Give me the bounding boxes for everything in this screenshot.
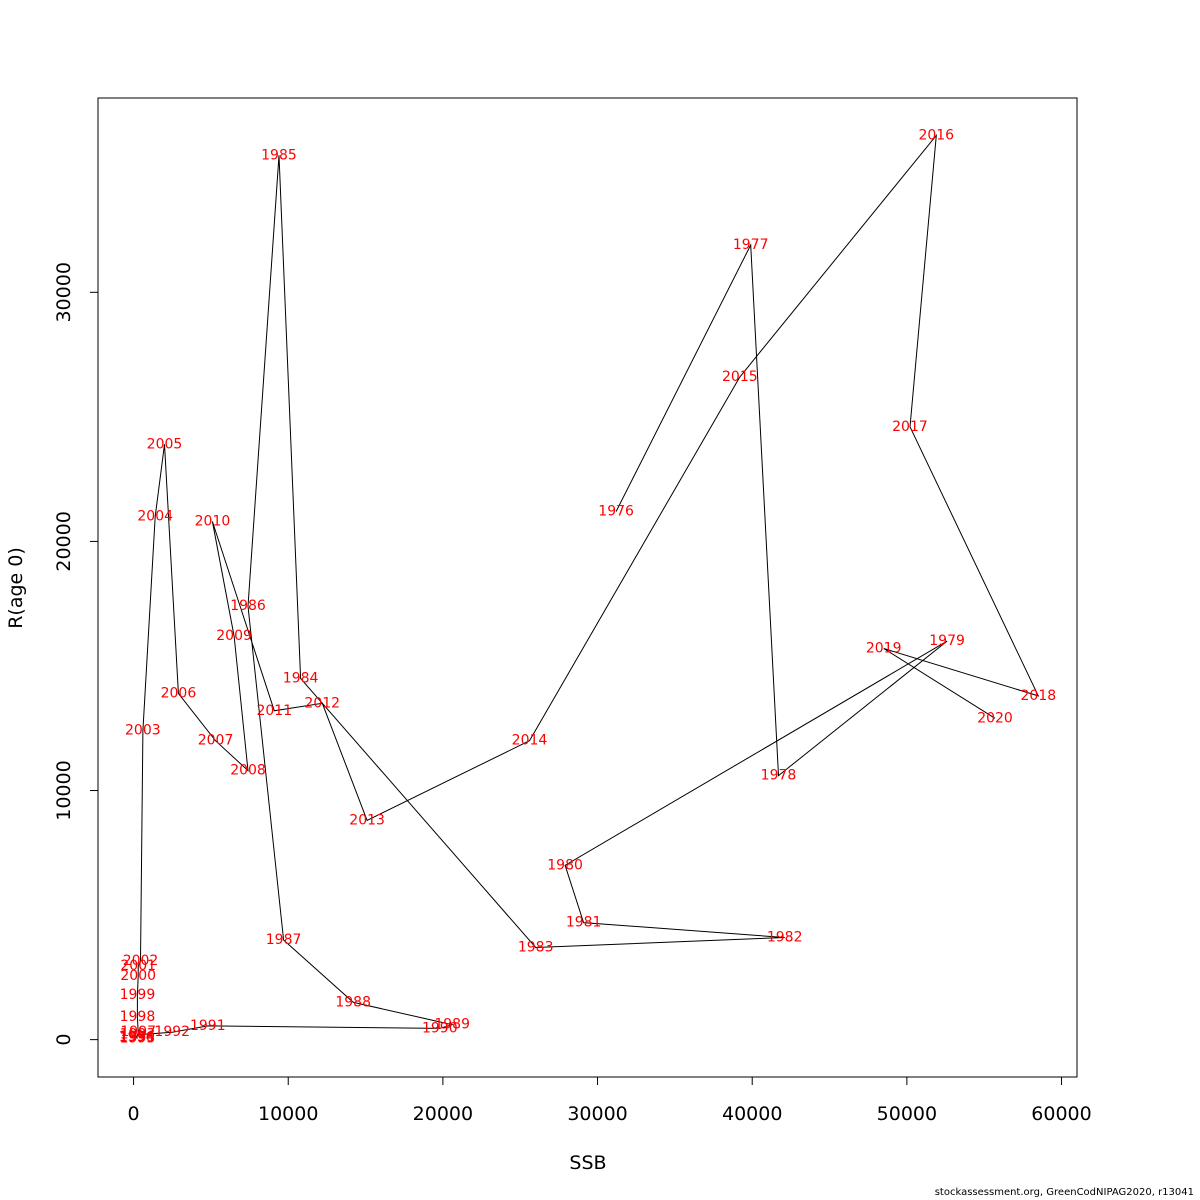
point-label-1987: 1987 xyxy=(266,932,302,948)
point-label-2001: 2001 xyxy=(120,958,156,974)
point-label-1988: 1988 xyxy=(335,994,371,1010)
point-label-1976: 1976 xyxy=(598,504,634,520)
point-label-1996: 1996 xyxy=(119,1030,155,1046)
y-axis-label: R(age 0) xyxy=(5,547,27,629)
point-label-2005: 2005 xyxy=(147,436,183,452)
point-label-1989: 1989 xyxy=(434,1017,470,1033)
point-label-2003: 2003 xyxy=(125,723,161,739)
x-tick-label: 30000 xyxy=(567,1103,627,1125)
point-label-2016: 2016 xyxy=(918,127,954,143)
point-label-1978: 1978 xyxy=(761,768,797,784)
point-label-2007: 2007 xyxy=(198,733,234,749)
point-label-1980: 1980 xyxy=(547,857,583,873)
point-label-2017: 2017 xyxy=(892,419,928,435)
point-label-2002: 2002 xyxy=(123,953,159,969)
point-label-2018: 2018 xyxy=(1021,688,1057,704)
footer-credit: stockassessment.org, GreenCodNIPAG2020, … xyxy=(934,1187,1194,1198)
point-label-1991: 1991 xyxy=(190,1018,226,1034)
point-label-1981: 1981 xyxy=(566,915,602,931)
point-label-1990: 1990 xyxy=(422,1020,458,1036)
y-axis: 0 10000 20000 30000 xyxy=(53,262,99,1046)
point-label-1998: 1998 xyxy=(120,1009,156,1025)
point-label-1983: 1983 xyxy=(518,939,554,955)
y-tick-label: 10000 xyxy=(53,760,75,820)
point-label-2009: 2009 xyxy=(216,628,252,644)
point-label-2015: 2015 xyxy=(722,369,758,385)
point-label-2000: 2000 xyxy=(120,968,156,984)
point-label-1977: 1977 xyxy=(733,237,769,253)
point-label-2014: 2014 xyxy=(512,733,548,749)
point-label-1992: 1992 xyxy=(154,1024,190,1040)
point-label-2011: 2011 xyxy=(256,703,292,719)
point-label-2020: 2020 xyxy=(977,710,1013,726)
point-label-1994: 1994 xyxy=(119,1029,155,1045)
y-tick-label: 30000 xyxy=(53,262,75,322)
point-label-1982: 1982 xyxy=(767,929,803,945)
point-label-1997: 1997 xyxy=(120,1024,156,1040)
point-label-2012: 2012 xyxy=(304,695,340,711)
point-label-2019: 2019 xyxy=(866,641,902,657)
point-label-1999: 1999 xyxy=(120,987,156,1003)
point-label-1986: 1986 xyxy=(230,598,266,614)
x-axis: 0 10000 20000 30000 40000 50000 60000 xyxy=(128,1076,1092,1125)
x-tick-label: 60000 xyxy=(1031,1103,1091,1125)
trajectory-line xyxy=(136,133,1040,1039)
x-tick-label: 40000 xyxy=(722,1103,782,1125)
x-tick-label: 0 xyxy=(128,1103,140,1125)
point-label-2006: 2006 xyxy=(161,685,197,701)
point-label-1993: 1993 xyxy=(120,1027,156,1043)
point-label-1979: 1979 xyxy=(929,633,965,649)
x-tick-label: 10000 xyxy=(258,1103,318,1125)
y-tick-label: 20000 xyxy=(53,511,75,571)
x-tick-label: 50000 xyxy=(877,1103,937,1125)
point-label-1985: 1985 xyxy=(261,147,297,163)
point-labels: 1976 1977 1978 1979 1980 1981 1982 1983 1984 1985… xyxy=(119,127,1056,1046)
point-label-1984: 1984 xyxy=(283,670,319,686)
point-label-1995: 1995 xyxy=(120,1030,156,1046)
point-label-2013: 2013 xyxy=(349,812,385,828)
y-tick-label: 0 xyxy=(53,1034,75,1046)
x-tick-label: 20000 xyxy=(413,1103,473,1125)
point-label-2008: 2008 xyxy=(230,763,266,779)
point-label-2010: 2010 xyxy=(195,513,231,529)
point-label-2004: 2004 xyxy=(137,509,173,525)
x-axis-label: SSB xyxy=(569,1152,606,1174)
